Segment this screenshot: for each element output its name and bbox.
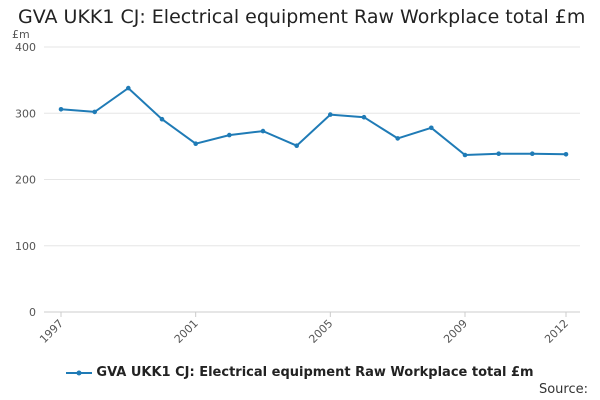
y-tick-label: 100 bbox=[15, 240, 36, 253]
x-tick-label: 2005 bbox=[306, 317, 335, 346]
data-point bbox=[429, 125, 434, 131]
legend: GVA UKK1 CJ: Electrical equipment Raw Wo… bbox=[0, 365, 600, 380]
data-point bbox=[328, 112, 333, 117]
legend-swatch bbox=[66, 370, 93, 375]
data-point bbox=[126, 85, 131, 91]
data-point bbox=[193, 141, 198, 146]
chart-title: GVA UKK1 CJ: Electrical equipment Raw Wo… bbox=[18, 6, 586, 28]
x-tick-label: 2012 bbox=[542, 317, 571, 346]
x-tick-label: 2001 bbox=[172, 317, 201, 346]
source-label: Source: bbox=[538, 382, 588, 397]
data-point bbox=[462, 152, 468, 158]
data-point bbox=[159, 116, 165, 122]
x-tick-label: 2009 bbox=[441, 317, 470, 346]
data-point bbox=[361, 114, 367, 120]
series-line bbox=[60, 86, 567, 157]
data-point bbox=[260, 128, 266, 134]
data-point bbox=[58, 107, 64, 112]
y-axis-label: £m bbox=[12, 28, 30, 41]
data-point bbox=[563, 152, 569, 157]
y-tick-label: 300 bbox=[15, 107, 36, 120]
legend-label: GVA UKK1 CJ: Electrical equipment Raw Wo… bbox=[96, 365, 534, 380]
data-point bbox=[395, 136, 401, 141]
data-point bbox=[227, 132, 232, 138]
y-tick-label: 400 bbox=[15, 41, 36, 54]
y-tick-label: 0 bbox=[29, 306, 36, 319]
y-tick-label: 200 bbox=[15, 174, 36, 187]
x-tick-label: 1997 bbox=[37, 317, 66, 346]
data-point bbox=[294, 143, 300, 148]
data-point bbox=[530, 151, 535, 156]
data-point bbox=[92, 109, 97, 115]
data-point bbox=[496, 151, 502, 156]
